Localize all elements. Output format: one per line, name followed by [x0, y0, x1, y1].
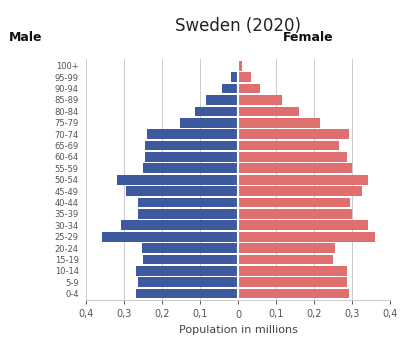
Bar	[126, 186, 239, 196]
Bar	[239, 221, 368, 230]
Bar	[239, 61, 242, 71]
Bar	[102, 232, 239, 241]
Bar	[222, 84, 239, 93]
Bar	[142, 243, 239, 253]
Bar	[239, 163, 352, 173]
Text: Female: Female	[283, 31, 334, 44]
Bar	[143, 163, 239, 173]
Bar	[138, 277, 239, 287]
Bar	[239, 141, 339, 150]
Bar	[239, 152, 347, 162]
Bar	[239, 107, 299, 116]
Bar	[239, 129, 349, 139]
Bar	[145, 152, 239, 162]
Bar	[239, 118, 320, 128]
Bar	[206, 95, 239, 105]
Bar	[239, 84, 260, 93]
Text: Male: Male	[9, 31, 43, 44]
Bar	[231, 73, 239, 82]
Bar	[136, 266, 239, 276]
Bar	[239, 243, 335, 253]
Bar	[239, 186, 362, 196]
Bar	[147, 129, 239, 139]
Bar	[239, 255, 333, 264]
Bar	[239, 175, 368, 185]
Bar	[117, 175, 239, 185]
Bar	[239, 289, 349, 299]
Bar	[239, 198, 350, 207]
Bar	[239, 232, 375, 241]
Bar	[136, 289, 239, 299]
Bar	[239, 73, 251, 82]
Bar	[143, 255, 239, 264]
Bar	[179, 118, 239, 128]
Bar	[121, 221, 239, 230]
Bar	[239, 277, 347, 287]
Bar	[138, 198, 239, 207]
Bar	[239, 209, 352, 219]
Bar	[239, 266, 347, 276]
Bar	[237, 61, 239, 71]
Bar	[145, 141, 239, 150]
Bar	[138, 209, 239, 219]
Bar	[239, 95, 282, 105]
Bar	[195, 107, 239, 116]
X-axis label: Population in millions: Population in millions	[179, 325, 298, 335]
Title: Sweden (2020): Sweden (2020)	[175, 17, 301, 35]
